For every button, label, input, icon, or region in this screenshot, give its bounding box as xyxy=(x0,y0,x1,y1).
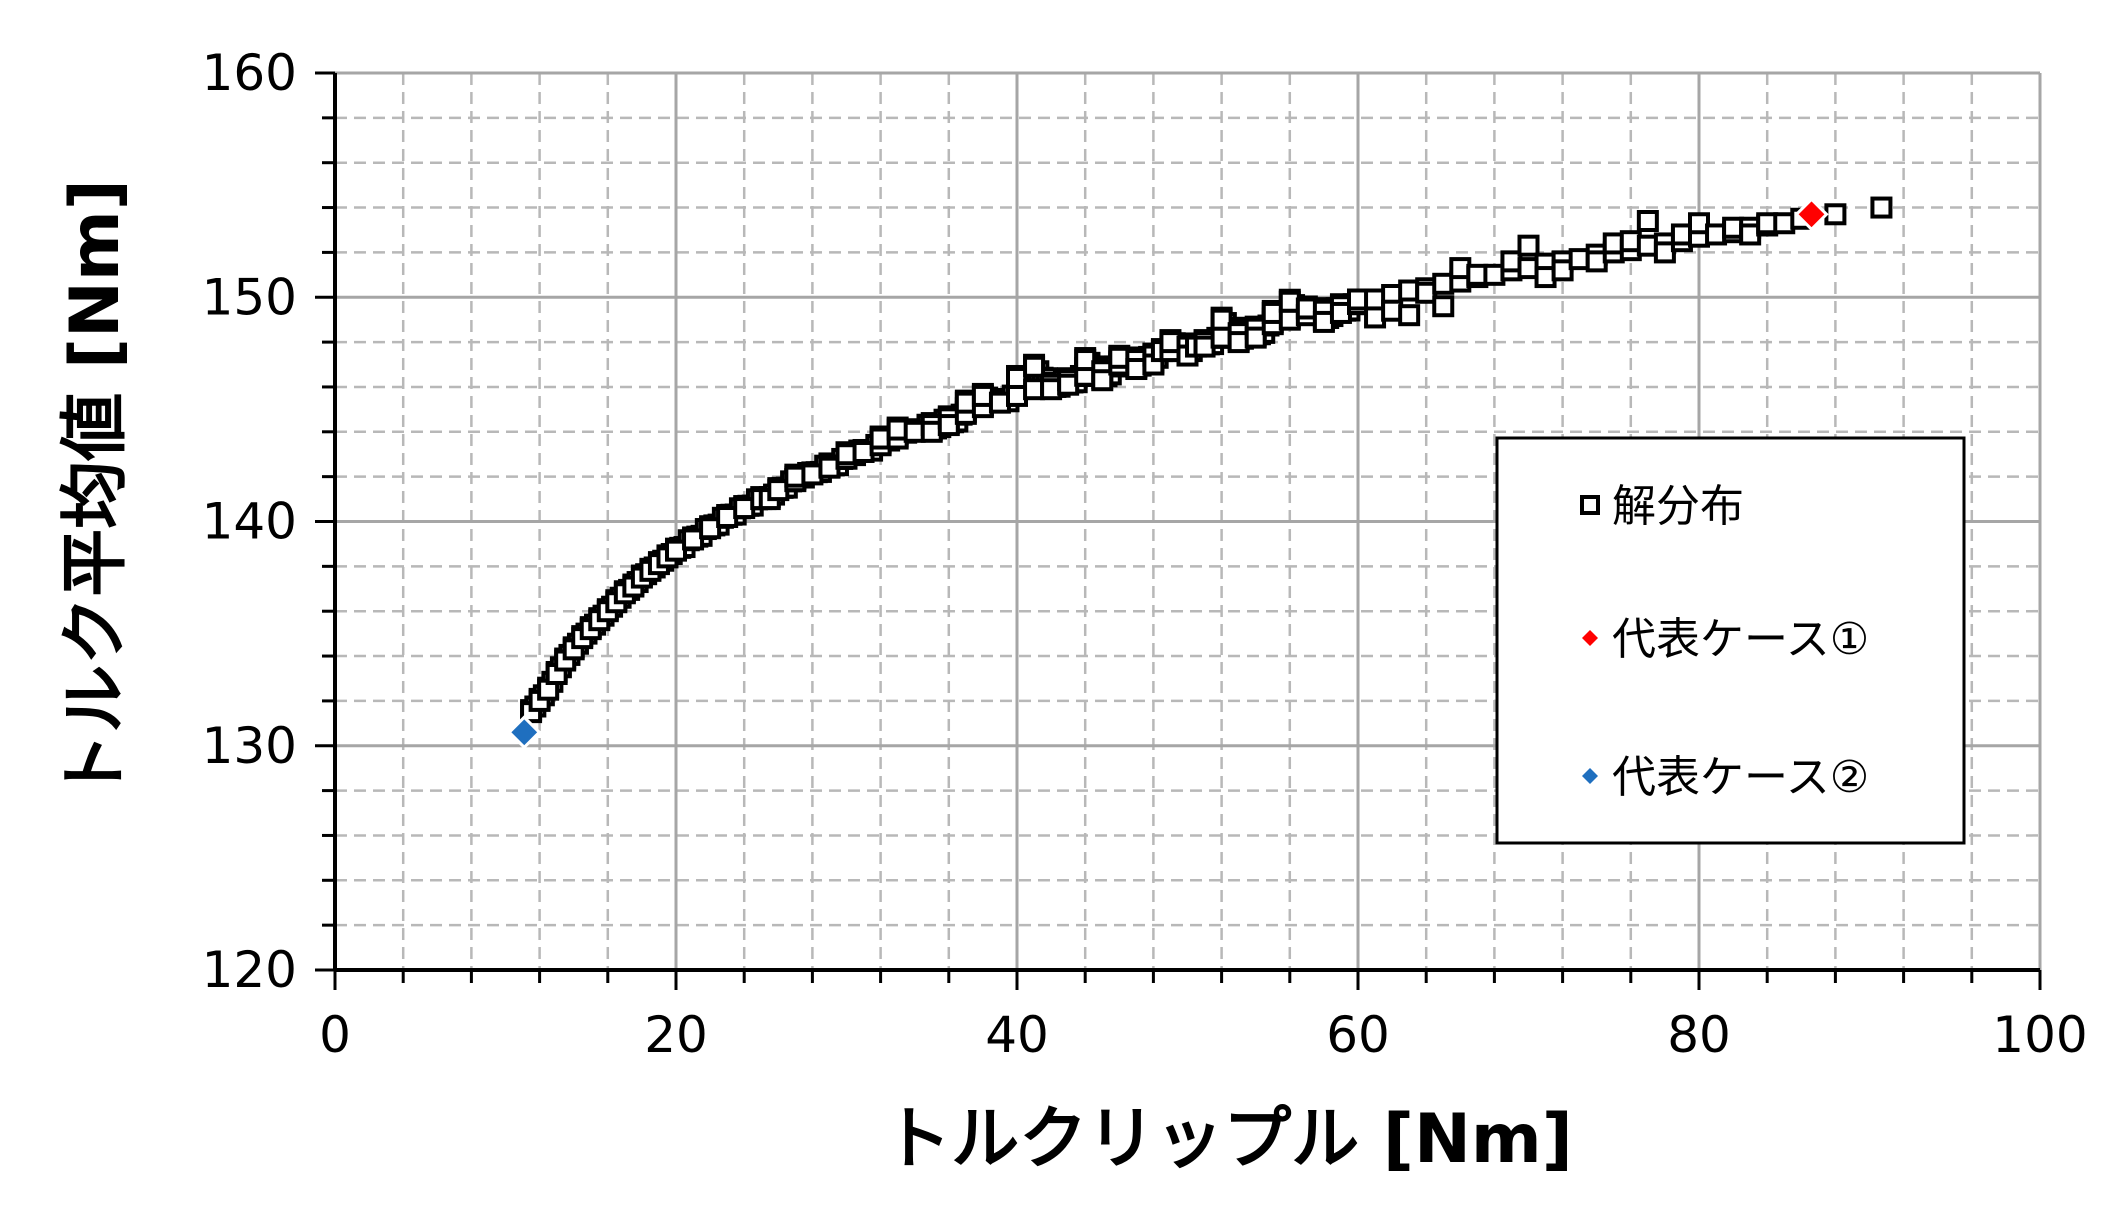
x-tick-label: 0 xyxy=(319,1006,351,1064)
legend-label: 代表ケース① xyxy=(1612,614,1869,665)
x-tick-label: 100 xyxy=(1992,1006,2087,1064)
y-tick-label: 140 xyxy=(202,493,297,551)
solution-point xyxy=(1551,259,1574,282)
x-tick-label: 80 xyxy=(1667,1006,1731,1064)
solution-point xyxy=(1091,369,1114,392)
x-axis-label: トルクリップル [Nm] xyxy=(883,1100,1573,1179)
solution-point xyxy=(665,539,687,562)
solution-point xyxy=(1244,326,1267,349)
solution-point xyxy=(682,528,705,551)
solution-point xyxy=(1870,196,1893,219)
solution-point xyxy=(1517,234,1540,257)
solution-point xyxy=(1824,203,1847,226)
solution-point xyxy=(937,414,960,437)
legend-label: 代表ケース② xyxy=(1612,752,1869,803)
y-tick-label: 150 xyxy=(202,268,297,326)
solution-point xyxy=(1006,366,1028,389)
legend-red-diamond-icon xyxy=(1582,630,1598,646)
legend-square-icon xyxy=(1580,495,1600,515)
solution-point xyxy=(1023,355,1046,378)
x-tick-label: 60 xyxy=(1326,1006,1390,1064)
y-axis-label: トルク平均値 [Nm] xyxy=(56,179,135,801)
plot-points xyxy=(507,196,1893,750)
solution-point xyxy=(699,517,722,540)
solution-point xyxy=(1210,308,1233,331)
x-tick-label: 20 xyxy=(644,1006,708,1064)
y-tick-label: 130 xyxy=(202,717,297,775)
legend-blue-diamond-icon xyxy=(1582,768,1598,784)
solution-point xyxy=(1398,304,1421,327)
y-tick-label: 160 xyxy=(202,44,297,102)
legend-box xyxy=(1495,436,1966,845)
solution-point xyxy=(1636,210,1659,233)
solution-point xyxy=(1653,241,1676,264)
y-tick-label: 120 xyxy=(202,941,297,999)
axes: 0 20 40 60 80 100 120 130 140 150 160 xyxy=(202,44,2088,1064)
solution-point xyxy=(1688,212,1710,235)
representative-case-2-point xyxy=(507,715,542,750)
x-tick-label: 40 xyxy=(985,1006,1049,1064)
legend-label: 解分布 xyxy=(1612,481,1744,532)
representative-case-1-point xyxy=(1794,197,1829,232)
solution-point xyxy=(1074,349,1097,372)
solution-point xyxy=(1432,295,1455,318)
